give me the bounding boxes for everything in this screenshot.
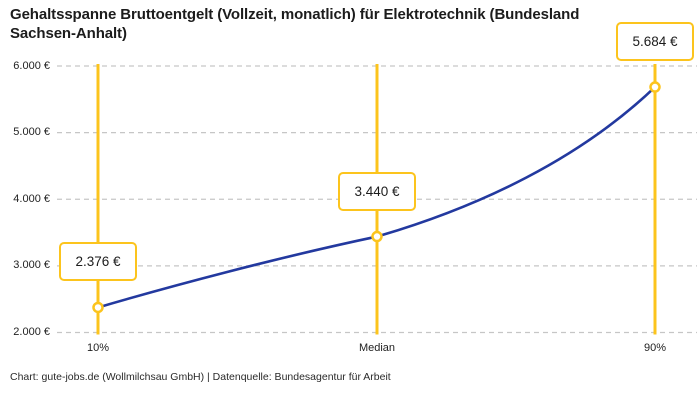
y-tick-label: 2.000 € xyxy=(13,326,50,338)
chart-footer: Chart: gute-jobs.de (Wollmilchsau GmbH) … xyxy=(10,371,391,383)
data-point-marker-90%[interactable] xyxy=(649,81,661,93)
value-label-90%: 5.684 € xyxy=(616,22,694,62)
y-tick-label: 4.000 € xyxy=(13,192,50,205)
value-label-median: 3.440 € xyxy=(338,171,416,211)
data-point-marker-10%[interactable] xyxy=(92,301,104,314)
x-tick-label: 10% xyxy=(86,342,110,354)
chart-title: Gehaltsspanne Bruttoentgelt (Vollzeit, m… xyxy=(10,6,580,42)
x-tick-label: Median xyxy=(358,342,396,354)
y-tick-label: 5.000 € xyxy=(13,126,50,139)
value-label-10%: 2.376 € xyxy=(59,242,137,282)
x-tick-label: 90% xyxy=(643,342,667,354)
y-tick-label: 3.000 € xyxy=(13,259,50,272)
y-tick-label: 6.000 € xyxy=(13,59,50,72)
data-point-marker-median[interactable] xyxy=(371,230,383,243)
